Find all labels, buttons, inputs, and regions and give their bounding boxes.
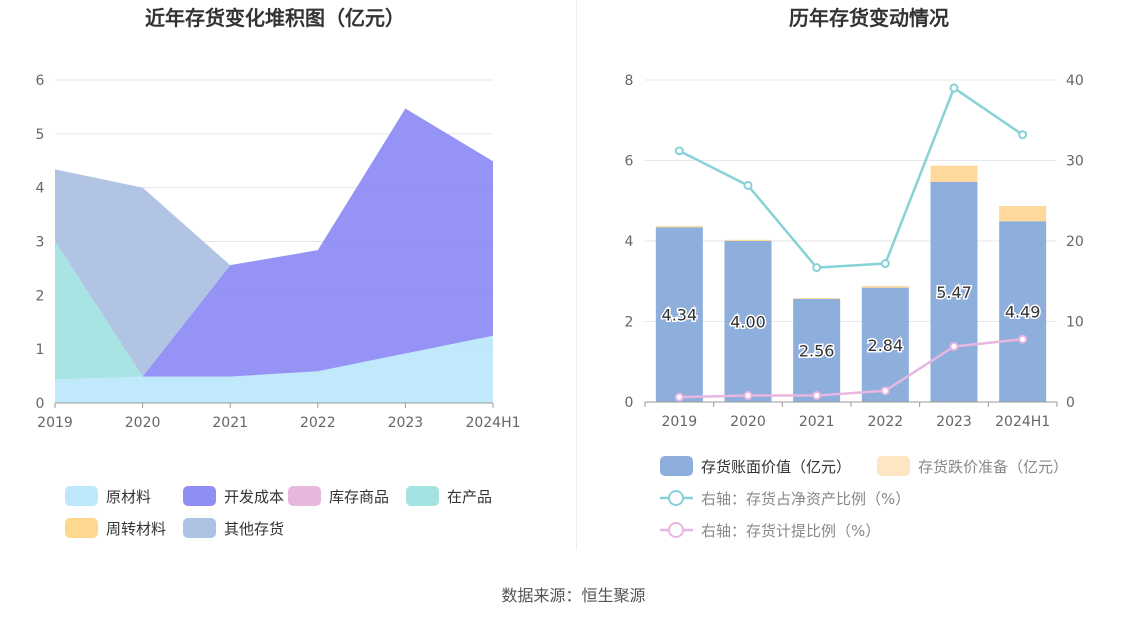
data-source: 数据来源：恒生聚源 xyxy=(501,586,646,605)
chart-title: 近年存货变化堆积图（亿元） xyxy=(145,6,405,30)
legend-label[interactable]: 存货跌价准备（亿元） xyxy=(918,458,1068,476)
bar-book-value[interactable] xyxy=(999,221,1047,402)
line-point[interactable] xyxy=(1018,334,1028,344)
y-tick-label: 5 xyxy=(36,127,45,143)
area-series-原材料 xyxy=(55,335,493,403)
bar-value-label: 2.84 xyxy=(868,336,904,355)
legend-label[interactable]: 库存商品 xyxy=(329,488,389,506)
bar-impairment[interactable] xyxy=(655,226,703,228)
line-point[interactable] xyxy=(949,341,959,351)
bar-impairment[interactable] xyxy=(793,298,841,299)
line-point[interactable] xyxy=(812,263,822,273)
legend-label[interactable]: 开发成本 xyxy=(224,488,284,506)
y-tick-label: 3 xyxy=(36,235,45,251)
area-series-在产品 xyxy=(55,108,493,380)
bar-impairment[interactable] xyxy=(999,205,1047,222)
legend-marker[interactable] xyxy=(668,522,684,538)
legend-swatch[interactable] xyxy=(660,456,693,476)
y2-tick-label: 30 xyxy=(1066,154,1084,170)
chart-title: 历年存货变动情况 xyxy=(789,6,949,30)
line-point[interactable] xyxy=(880,259,890,269)
legend-label[interactable]: 存货账面价值（亿元） xyxy=(701,458,851,476)
y-tick-label: 2 xyxy=(36,288,45,304)
bar-book-value[interactable] xyxy=(793,298,841,402)
line-point[interactable] xyxy=(743,391,753,401)
y-tick-label: 1 xyxy=(36,342,45,358)
line-point[interactable] xyxy=(674,392,684,402)
bar-book-value[interactable] xyxy=(861,287,909,402)
bar-value-label: 4.34 xyxy=(662,306,698,325)
legend-label[interactable]: 在产品 xyxy=(447,488,492,506)
y-tick-label: 6 xyxy=(36,73,45,89)
area-series-其他存货 xyxy=(55,108,493,377)
legend-label[interactable]: 右轴：存货计提比例（%） xyxy=(701,522,880,540)
legend-swatch[interactable] xyxy=(406,486,439,506)
y-tick-label: 0 xyxy=(625,395,634,411)
y-tick-label: 4 xyxy=(36,181,45,197)
y-tick-label: 0 xyxy=(36,396,45,412)
legend-swatch[interactable] xyxy=(65,486,98,506)
bar-value-label: 4.00 xyxy=(730,313,766,332)
stacked-area-chart: 近年存货变化堆积图（亿元） 0 1 2 3 4 5 6 2019 2020 2021 2022 202… xyxy=(36,6,521,538)
y-tick-label: 4 xyxy=(625,234,634,250)
x-tick-label: 2022 xyxy=(868,414,904,430)
bar-value-label: 5.47 xyxy=(936,283,972,302)
x-tick-label: 2023 xyxy=(936,414,972,430)
y-tick-label: 8 xyxy=(625,73,634,89)
legend-swatch[interactable] xyxy=(183,486,216,506)
bar-value-label: 2.56 xyxy=(799,341,835,360)
legend-swatch[interactable] xyxy=(183,518,216,538)
x-tick-label: 2024H1 xyxy=(465,415,520,431)
y2-tick-label: 20 xyxy=(1066,234,1084,250)
legend-swatch[interactable] xyxy=(288,486,321,506)
y2-tick-label: 10 xyxy=(1066,315,1084,331)
x-tick-label: 2019 xyxy=(37,415,73,431)
legend-marker[interactable] xyxy=(668,490,684,506)
x-tick-label: 2022 xyxy=(300,415,336,431)
x-tick-label: 2020 xyxy=(125,415,161,431)
legend-label[interactable]: 周转材料 xyxy=(106,520,166,538)
bar-book-value[interactable] xyxy=(655,227,703,402)
legend-label[interactable]: 其他存货 xyxy=(224,520,284,538)
line-series xyxy=(679,337,1023,399)
x-tick-label: 2020 xyxy=(730,414,766,430)
bar-book-value[interactable] xyxy=(930,181,978,402)
line-series xyxy=(678,86,1024,269)
x-tick-label: 2021 xyxy=(799,414,835,430)
line-point[interactable] xyxy=(880,386,890,396)
area-series-开发成本 xyxy=(55,108,493,380)
x-tick-label: 2021 xyxy=(212,415,248,431)
x-tick-label: 2024H1 xyxy=(995,414,1050,430)
bar-value-label: 4.49 xyxy=(1005,303,1041,322)
legend-swatch[interactable] xyxy=(877,456,910,476)
y2-tick-label: 40 xyxy=(1066,73,1084,89)
line-point[interactable] xyxy=(674,146,684,156)
y-tick-label: 6 xyxy=(625,154,634,170)
bar-line-chart: 历年存货变动情况 4.34 4.00 2.56 2.84 5.47 4.49 0 2 4 6 8 0… xyxy=(625,6,1084,540)
x-tick-label: 2023 xyxy=(388,415,424,431)
line-point[interactable] xyxy=(949,83,959,93)
line-point[interactable] xyxy=(743,180,753,190)
y-tick-label: 2 xyxy=(625,315,634,331)
line-point[interactable] xyxy=(812,391,822,401)
x-tick-label: 2019 xyxy=(662,414,698,430)
line-point[interactable] xyxy=(1018,130,1028,140)
bar-impairment[interactable] xyxy=(861,286,909,288)
bar-impairment[interactable] xyxy=(930,165,978,182)
bar-book-value[interactable] xyxy=(724,241,772,402)
y2-tick-label: 0 xyxy=(1066,395,1075,411)
chart-divider xyxy=(576,0,577,550)
legend-label[interactable]: 右轴：存货占净资产比例（%） xyxy=(701,490,910,508)
legend-swatch[interactable] xyxy=(65,518,98,538)
bar-impairment[interactable] xyxy=(724,239,772,241)
legend-label[interactable]: 原材料 xyxy=(106,488,151,506)
